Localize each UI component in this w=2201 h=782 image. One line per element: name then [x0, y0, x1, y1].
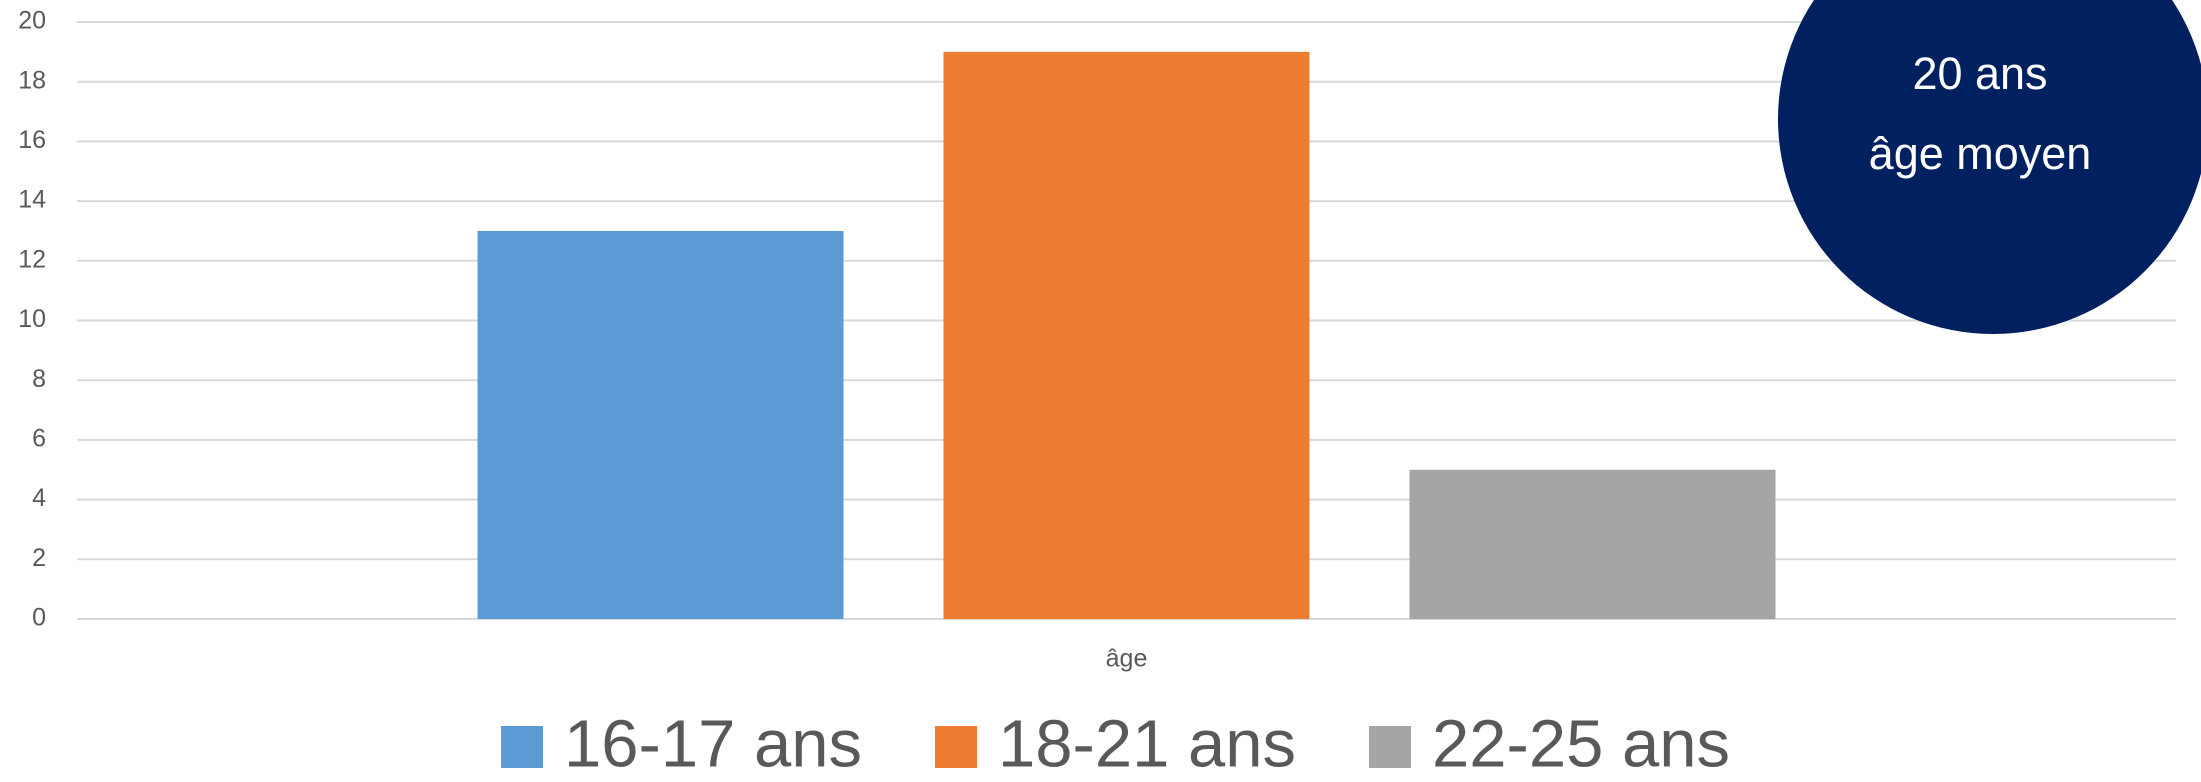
legend-swatch — [935, 726, 977, 768]
y-tick-label: 12 — [18, 245, 46, 273]
y-tick-label: 16 — [18, 126, 46, 154]
legend-swatch — [501, 726, 543, 768]
y-tick-label: 20 — [18, 7, 46, 35]
y-tick-label: 10 — [18, 305, 46, 333]
y-tick-label: 14 — [18, 186, 46, 214]
bar — [943, 51, 1310, 620]
bar — [477, 230, 844, 619]
y-tick-label: 6 — [32, 425, 46, 453]
y-tick-label: 4 — [32, 484, 46, 512]
y-tick-label: 2 — [32, 544, 46, 572]
y-tick-label: 8 — [32, 365, 46, 393]
bar — [1409, 469, 1776, 619]
annotation-circle — [1778, 0, 2201, 334]
legend-label: 22-25 ans — [1432, 707, 1730, 782]
x-tick-label: âge — [1106, 645, 1148, 673]
annotation-text: âge moyen — [1869, 128, 2092, 179]
annotation-text: 20 ans — [1912, 48, 2047, 99]
y-tick-label: 0 — [32, 604, 46, 632]
y-tick-label: 18 — [18, 66, 46, 94]
legend-swatch — [1369, 726, 1411, 768]
legend-label: 16-17 ans — [564, 707, 862, 782]
legend-label: 18-21 ans — [998, 707, 1296, 782]
